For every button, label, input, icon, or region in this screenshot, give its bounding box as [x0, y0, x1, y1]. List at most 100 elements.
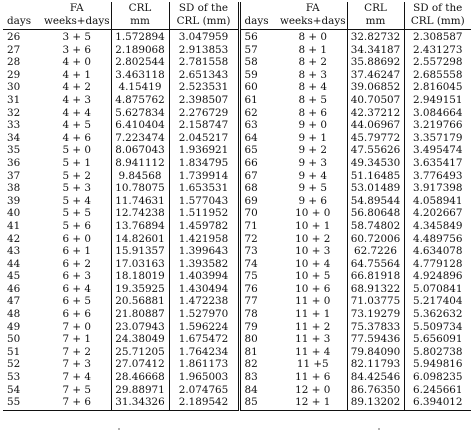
fa-cell-left: 5 + 0	[43, 144, 112, 157]
days-cell-left: 53	[7, 371, 21, 384]
sd-cell-left: 2.189542	[169, 396, 241, 411]
crl-cell-right: 45.79772	[347, 131, 405, 145]
fa-cell-left: 4 + 4	[43, 106, 112, 120]
days-cell-right: 59	[244, 68, 258, 81]
days-cell-right: 57	[244, 43, 258, 56]
days-cell-left: 31	[7, 93, 21, 106]
days-cell-right: 83	[244, 371, 258, 384]
days-cell-right: 81	[244, 345, 258, 358]
sd-cell-left: 3.047959	[169, 29, 241, 44]
days-cell-left: 33	[7, 119, 21, 132]
days-cell-right: 77	[244, 295, 258, 308]
sd-cell-left: 2.651343	[169, 68, 241, 82]
sd-cell-right: 5.070841	[412, 282, 463, 295]
sd-cell-left: 1.430494	[169, 282, 241, 296]
crl-cell-left: 27.07412	[111, 358, 170, 372]
crl-cell-right: 62.7226	[347, 245, 405, 258]
sd-cell-right: 5.656091	[412, 333, 463, 346]
days-cell-right: 69	[244, 194, 258, 207]
fa-cell-left: 6 + 3	[43, 270, 112, 283]
days-cell-left: 30	[7, 81, 21, 94]
days-cell-left: 32	[7, 106, 21, 119]
days-cell-right: 56	[244, 31, 258, 43]
fa-cell-right: 8 + 2	[279, 56, 348, 69]
sd-cell-left: 2.523531	[169, 81, 241, 94]
days-cell-left: 54	[7, 383, 21, 396]
sd-cell-right: 6.245661	[412, 383, 463, 396]
sd-cell-right: 2.431273	[412, 43, 463, 56]
crl-cell-right: 37.46247	[347, 68, 405, 82]
days-cell-left: 52	[7, 358, 21, 371]
sd-cell-left: 1.511952	[169, 207, 241, 220]
fa-cell-left: 4 + 3	[43, 93, 112, 107]
days-label-left: days	[3, 15, 43, 30]
crl-cell-left: 31.34326	[111, 396, 170, 411]
fa-cell-right: 11 +5	[279, 358, 348, 372]
table-row: 26 3 + 5 1.572894 3.047959 56 8 + 0 32.82732 2.…	[3, 29, 471, 44]
crl-cell-left: 13.76894	[111, 219, 170, 233]
days-cell-right: 58	[244, 56, 258, 69]
fa-cell-left: 3 + 6	[43, 43, 112, 57]
days-cell-left: 34	[7, 131, 21, 144]
sd-cell-left: 1.403994	[169, 270, 241, 283]
days-cell-right: 79	[244, 320, 258, 333]
table-row: 29 4 + 1 3.463118 2.651343 59 8 + 3 37.46247 2.…	[3, 68, 471, 82]
fa-cell-right: 8 + 5	[279, 93, 348, 107]
crl-cell-left: 19.35925	[111, 282, 170, 296]
table-row: 41 5 + 6 13.76894 1.459782 71 10 + 1 58.74802 4…	[3, 219, 471, 233]
days-cell-right: 85	[239, 396, 279, 411]
fa-cell-left: 3 + 5	[43, 29, 112, 44]
table-row: 49 7 + 0 23.07943 1.596224 79 11 + 2 75.37833 5…	[3, 320, 471, 334]
table-row: 30 4 + 2 4.15419 2.523531 60 8 + 4 39.06852 2.8…	[3, 81, 471, 94]
sd-cell-left: 1.421958	[169, 232, 241, 246]
fa-cell-left: 7 + 1	[43, 333, 112, 346]
sd-cell-right: 5.362632	[412, 308, 463, 321]
sd-cell-left: 2.276729	[169, 106, 241, 120]
fa-unit-right: weeks+days	[279, 15, 348, 30]
fa-cell-right: 10 + 2	[279, 232, 348, 246]
crl-cell-right: 64.75564	[347, 257, 405, 271]
fa-cell-left: 7 + 2	[43, 345, 112, 359]
fa-cell-left: 5 + 2	[43, 169, 112, 183]
fa-cell-left: 5 + 6	[43, 219, 112, 233]
crl-cell-right: 53.01489	[347, 182, 405, 195]
days-cell-right: 74	[244, 257, 258, 270]
sd-cell-left: 2.074765	[169, 383, 241, 397]
crl-cell-left: 17.03163	[111, 257, 170, 271]
crl-cell-right: 47.55626	[347, 144, 405, 157]
table-row: 52 7 + 3 27.07412 1.861173 82 11 +5 82.11793 5.…	[3, 358, 471, 372]
table-row: 34 4 + 6 7.223474 2.045217 64 9 + 1 45.79772 3.…	[3, 131, 471, 145]
header-row-bottom: days weeks+days mm CRL (mm) days weeks+d…	[3, 15, 471, 30]
sd-cell-right: 4.058941	[412, 194, 463, 207]
crl-cell-left: 8.941112	[111, 156, 170, 170]
days-cell-left: 50	[7, 333, 21, 346]
sd-cell-right: 3.776493	[412, 169, 463, 182]
crl-cell-right: 75.37833	[347, 320, 405, 334]
fa-cell-right: 9 + 2	[279, 144, 348, 157]
fa-cell-right: 10 + 5	[279, 270, 348, 283]
table-row: 33 4 + 5 6.410404 2.158747 63 9 + 0 44.06967 3.…	[3, 119, 471, 132]
sd-cell-right: 3.084664	[412, 106, 463, 119]
crl-cell-left: 1.572894	[111, 29, 170, 44]
days-cell-right: 80	[244, 333, 258, 346]
fa-cell-right: 10 + 0	[279, 207, 348, 220]
sd-cell-left: 2.913853	[169, 43, 241, 57]
sd-cell-right: 2.816045	[412, 81, 463, 94]
fa-cell-left: 5 + 5	[43, 207, 112, 220]
sd-cell-right: 5.949816	[412, 358, 463, 371]
fa-cell-right: 12 + 0	[279, 383, 348, 397]
sd-cell-left: 1.764234	[169, 345, 241, 359]
table-body: 26 3 + 5 1.572894 3.047959 56 8 + 0 32.82732 2.…	[3, 29, 471, 411]
days-cell-left: 39	[7, 194, 21, 207]
crl-cell-left: 20.56881	[111, 295, 170, 309]
sd-cell-left: 1.393582	[169, 257, 241, 271]
crl-cell-left: 2.189068	[111, 43, 170, 57]
crl-header-left: CRL	[111, 2, 170, 15]
crl-cell-right: 35.88692	[347, 56, 405, 69]
days-cell-left: 44	[7, 257, 21, 270]
crl-cell-left: 9.84568	[111, 169, 170, 183]
crl-cell-right: 77.59436	[347, 333, 405, 346]
days-cell-left: 47	[7, 295, 21, 308]
table-row: 32 4 + 4 5.627834 2.276729 62 8 + 6 42.37212 3.…	[3, 106, 471, 120]
sd-cell-right: 4.634078	[412, 245, 463, 258]
